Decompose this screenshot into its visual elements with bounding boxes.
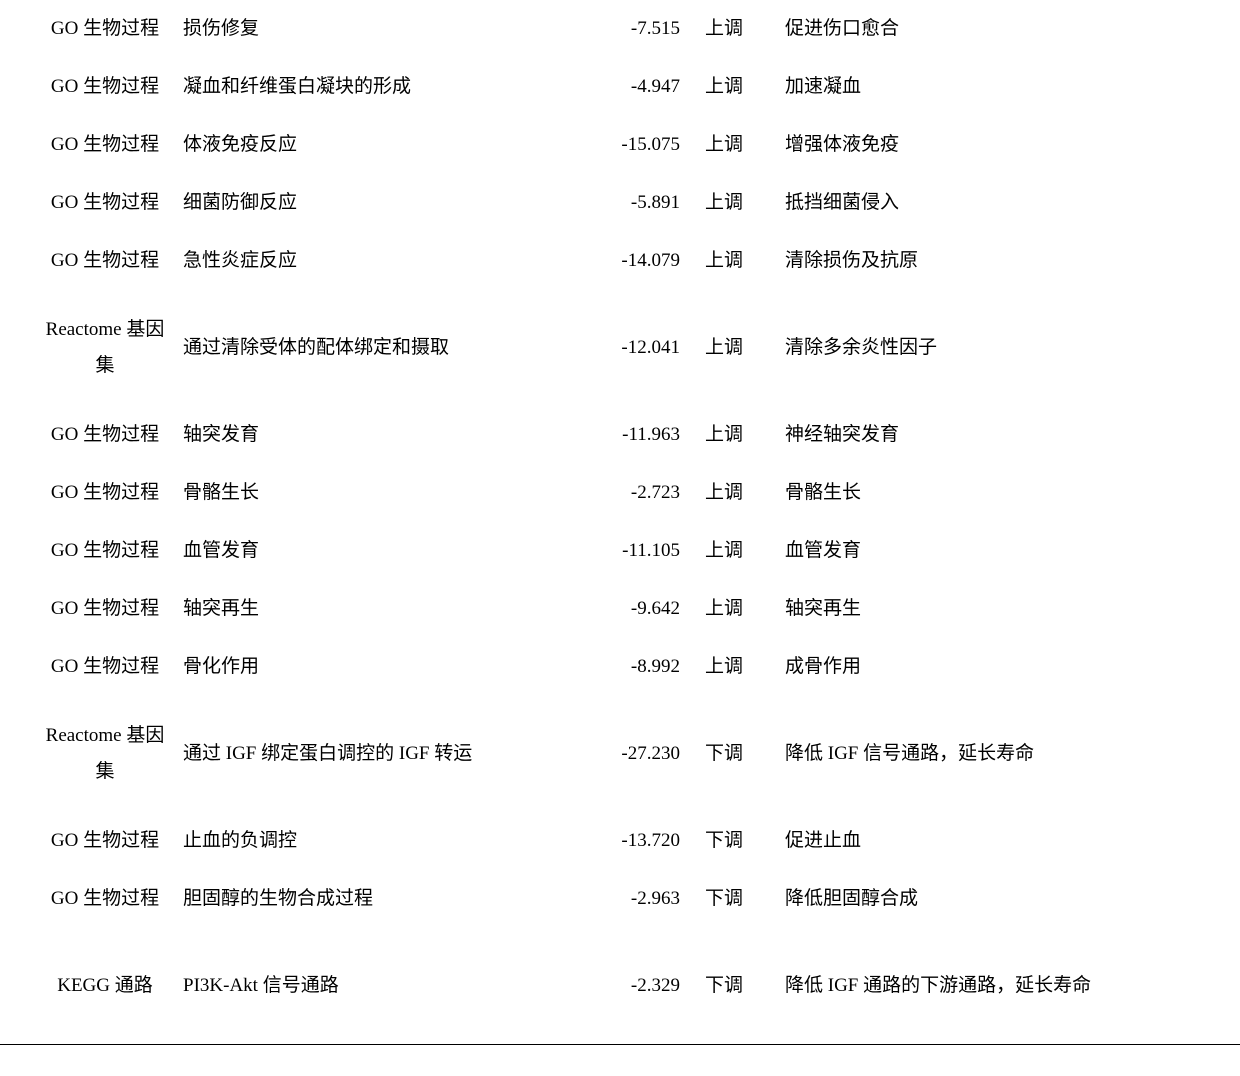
effect-cell: 促进止血 (775, 812, 1240, 870)
table-row: GO 生物过程急性炎症反应-14.079上调清除损伤及抗原 (0, 232, 1240, 290)
effect-cell: 成骨作用 (775, 638, 1240, 696)
term-cell: 通过清除受体的配体绑定和摄取 (175, 290, 570, 406)
enrichment-table: GO 生物过程损伤修复-7.515上调促进伤口愈合GO 生物过程凝血和纤维蛋白凝… (0, 0, 1240, 1045)
category-cell: GO 生物过程 (0, 638, 175, 696)
term-cell: 损伤修复 (175, 0, 570, 58)
table-row: GO 生物过程体液免疫反应-15.075上调增强体液免疫 (0, 116, 1240, 174)
value-cell: -13.720 (570, 812, 690, 870)
table-row: GO 生物过程轴突发育-11.963上调神经轴突发育 (0, 406, 1240, 464)
term-cell: 血管发育 (175, 522, 570, 580)
term-cell: 止血的负调控 (175, 812, 570, 870)
value-cell: -11.963 (570, 406, 690, 464)
category-cell: GO 生物过程 (0, 870, 175, 928)
effect-cell: 骨骼生长 (775, 464, 1240, 522)
term-cell: 胆固醇的生物合成过程 (175, 870, 570, 928)
effect-cell: 降低 IGF 信号通路，延长寿命 (775, 696, 1240, 812)
effect-cell: 促进伤口愈合 (775, 0, 1240, 58)
category-cell: GO 生物过程 (0, 116, 175, 174)
regulation-cell: 上调 (690, 406, 775, 464)
effect-cell: 清除多余炎性因子 (775, 290, 1240, 406)
category-cell: KEGG 通路 (0, 928, 175, 1044)
table-row: GO 生物过程损伤修复-7.515上调促进伤口愈合 (0, 0, 1240, 58)
table-row: Reactome 基因集通过 IGF 绑定蛋白调控的 IGF 转运-27.230… (0, 696, 1240, 812)
regulation-cell: 上调 (690, 116, 775, 174)
term-cell: 轴突再生 (175, 580, 570, 638)
value-cell: -5.891 (570, 174, 690, 232)
term-cell: 轴突发育 (175, 406, 570, 464)
effect-cell: 降低 IGF 通路的下游通路，延长寿命 (775, 928, 1240, 1044)
regulation-cell: 下调 (690, 812, 775, 870)
effect-cell: 增强体液免疫 (775, 116, 1240, 174)
value-cell: -9.642 (570, 580, 690, 638)
effect-cell: 血管发育 (775, 522, 1240, 580)
regulation-cell: 上调 (690, 638, 775, 696)
term-cell: PI3K-Akt 信号通路 (175, 928, 570, 1044)
regulation-cell: 上调 (690, 232, 775, 290)
effect-cell: 降低胆固醇合成 (775, 870, 1240, 928)
term-cell: 体液免疫反应 (175, 116, 570, 174)
value-cell: -14.079 (570, 232, 690, 290)
term-cell: 通过 IGF 绑定蛋白调控的 IGF 转运 (175, 696, 570, 812)
table-row: GO 生物过程骨骼生长-2.723上调骨骼生长 (0, 464, 1240, 522)
term-cell: 急性炎症反应 (175, 232, 570, 290)
category-cell: Reactome 基因集 (0, 696, 175, 812)
value-cell: -8.992 (570, 638, 690, 696)
term-cell: 骨化作用 (175, 638, 570, 696)
term-cell: 细菌防御反应 (175, 174, 570, 232)
effect-cell: 加速凝血 (775, 58, 1240, 116)
regulation-cell: 下调 (690, 928, 775, 1044)
category-cell: GO 生物过程 (0, 580, 175, 638)
table-row: GO 生物过程骨化作用-8.992上调成骨作用 (0, 638, 1240, 696)
value-cell: -11.105 (570, 522, 690, 580)
value-cell: -2.329 (570, 928, 690, 1044)
category-cell: GO 生物过程 (0, 406, 175, 464)
value-cell: -2.723 (570, 464, 690, 522)
table-row: KEGG 通路PI3K-Akt 信号通路-2.329下调降低 IGF 通路的下游… (0, 928, 1240, 1044)
value-cell: -4.947 (570, 58, 690, 116)
regulation-cell: 上调 (690, 580, 775, 638)
value-cell: -12.041 (570, 290, 690, 406)
value-cell: -7.515 (570, 0, 690, 58)
regulation-cell: 上调 (690, 522, 775, 580)
category-cell: GO 生物过程 (0, 812, 175, 870)
table-row: Reactome 基因集通过清除受体的配体绑定和摄取-12.041上调清除多余炎… (0, 290, 1240, 406)
term-cell: 凝血和纤维蛋白凝块的形成 (175, 58, 570, 116)
table-row: GO 生物过程凝血和纤维蛋白凝块的形成-4.947上调加速凝血 (0, 58, 1240, 116)
value-cell: -27.230 (570, 696, 690, 812)
table-row: GO 生物过程轴突再生-9.642上调轴突再生 (0, 580, 1240, 638)
effect-cell: 神经轴突发育 (775, 406, 1240, 464)
effect-cell: 轴突再生 (775, 580, 1240, 638)
category-cell: GO 生物过程 (0, 232, 175, 290)
category-cell: GO 生物过程 (0, 522, 175, 580)
term-cell: 骨骼生长 (175, 464, 570, 522)
category-cell: GO 生物过程 (0, 0, 175, 58)
category-cell: Reactome 基因集 (0, 290, 175, 406)
value-cell: -15.075 (570, 116, 690, 174)
category-cell: GO 生物过程 (0, 174, 175, 232)
category-cell: GO 生物过程 (0, 58, 175, 116)
table-row: GO 生物过程血管发育-11.105上调血管发育 (0, 522, 1240, 580)
table-row: GO 生物过程细菌防御反应-5.891上调抵挡细菌侵入 (0, 174, 1240, 232)
regulation-cell: 上调 (690, 0, 775, 58)
effect-cell: 抵挡细菌侵入 (775, 174, 1240, 232)
regulation-cell: 上调 (690, 174, 775, 232)
table-row: GO 生物过程止血的负调控-13.720下调促进止血 (0, 812, 1240, 870)
regulation-cell: 上调 (690, 290, 775, 406)
regulation-cell: 上调 (690, 464, 775, 522)
table-row: GO 生物过程胆固醇的生物合成过程-2.963下调降低胆固醇合成 (0, 870, 1240, 928)
value-cell: -2.963 (570, 870, 690, 928)
category-cell: GO 生物过程 (0, 464, 175, 522)
regulation-cell: 下调 (690, 696, 775, 812)
regulation-cell: 上调 (690, 58, 775, 116)
effect-cell: 清除损伤及抗原 (775, 232, 1240, 290)
regulation-cell: 下调 (690, 870, 775, 928)
